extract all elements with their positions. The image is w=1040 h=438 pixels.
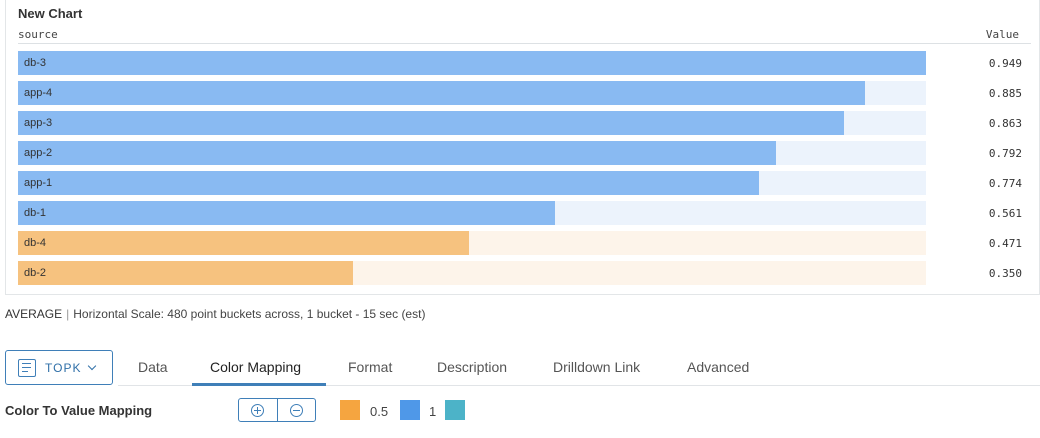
color-mapping-row: Color To Value Mapping 0.5 1 <box>0 396 1040 426</box>
tab-format[interactable]: Format <box>348 359 393 375</box>
bar-track <box>18 81 926 105</box>
color-mapping-label: Color To Value Mapping <box>5 403 153 418</box>
bar-label: db-3 <box>24 57 47 69</box>
bar-label: app-2 <box>24 147 53 159</box>
bar-app-4 <box>18 81 865 105</box>
horizontal-scale-text: Horizontal Scale: 480 point buckets acro… <box>73 307 426 321</box>
aggregation-label: AVERAGE <box>5 307 63 321</box>
bar-value: 0.350 <box>988 267 1022 280</box>
bar-db-1 <box>18 201 555 225</box>
color-swatch-3[interactable] <box>445 400 465 420</box>
color-swatch-1[interactable] <box>340 400 360 420</box>
bar-db-2 <box>18 261 353 285</box>
bar-track <box>18 51 926 75</box>
value-column-header: Value <box>985 28 1019 41</box>
add-remove-stop-group <box>238 398 316 422</box>
tab-data[interactable]: Data <box>138 359 168 375</box>
bar-track <box>18 171 926 195</box>
bar-row[interactable]: db-1 0.561 <box>18 201 1032 225</box>
bar-row[interactable]: db-2 0.350 <box>18 261 1032 285</box>
add-stop-button[interactable] <box>239 399 277 421</box>
bar-label: app-1 <box>24 177 53 189</box>
bar-row[interactable]: app-1 0.774 <box>18 171 1032 195</box>
bar-track <box>18 261 926 285</box>
tab-drilldown-link[interactable]: Drilldown Link <box>553 359 641 375</box>
bar-value: 0.792 <box>988 147 1022 160</box>
bar-track <box>18 231 926 255</box>
bar-value: 0.471 <box>988 237 1022 250</box>
chart-info-line: AVERAGE | Horizontal Scale: 480 point buck… <box>5 307 425 321</box>
bar-value: 0.561 <box>988 207 1022 220</box>
remove-stop-button[interactable] <box>276 399 316 421</box>
bar-app-2 <box>18 141 776 165</box>
color-stop-value-2: 1 <box>429 404 437 419</box>
chart-panel: New Chart source Value db-3 0.949 app-4 0.8… <box>5 0 1040 295</box>
table-list-icon <box>18 358 36 377</box>
bar-track <box>18 111 926 135</box>
bar-value: 0.885 <box>988 87 1022 100</box>
color-stop-value-1: 0.5 <box>370 404 389 419</box>
bar-row[interactable]: app-2 0.792 <box>18 141 1032 165</box>
bar-db-4 <box>18 231 469 255</box>
bar-db-3 <box>18 51 926 75</box>
bar-row[interactable]: app-3 0.863 <box>18 111 1032 135</box>
header-divider <box>18 43 1031 44</box>
topk-dropdown-button[interactable]: TOPK <box>5 350 113 385</box>
bar-row[interactable]: db-3 0.949 <box>18 51 1032 75</box>
info-separator: | <box>66 307 70 321</box>
bar-label: db-1 <box>24 207 47 219</box>
tab-color-mapping[interactable]: Color Mapping <box>210 359 302 375</box>
tab-advanced[interactable]: Advanced <box>687 359 750 375</box>
chevron-down-icon <box>88 361 97 370</box>
editor-toolbar: TOPK Data Color Mapping Format Descripti… <box>0 346 1040 390</box>
bar-app-3 <box>18 111 844 135</box>
bar-row[interactable]: app-4 0.885 <box>18 81 1032 105</box>
bar-value: 0.774 <box>988 177 1022 190</box>
topk-label: TOPK <box>45 360 82 375</box>
bar-row[interactable]: db-4 0.471 <box>18 231 1032 255</box>
color-swatch-2[interactable] <box>400 400 420 420</box>
bar-app-1 <box>18 171 759 195</box>
editor-tabs: Data Color Mapping Format Description Dr… <box>118 346 1040 386</box>
source-column-header: source <box>18 28 58 41</box>
bar-label: app-3 <box>24 117 53 129</box>
bar-label: app-4 <box>24 87 53 99</box>
plus-circle-icon <box>251 403 265 417</box>
bar-label: db-2 <box>24 267 47 279</box>
chart-title: New Chart <box>18 6 83 21</box>
bar-value: 0.949 <box>988 57 1022 70</box>
bar-track <box>18 141 926 165</box>
minus-circle-icon <box>289 403 303 417</box>
bar-value: 0.863 <box>988 117 1022 130</box>
active-tab-indicator <box>192 383 326 386</box>
tab-description[interactable]: Description <box>437 359 508 375</box>
bar-label: db-4 <box>24 237 47 249</box>
bar-track <box>18 201 926 225</box>
